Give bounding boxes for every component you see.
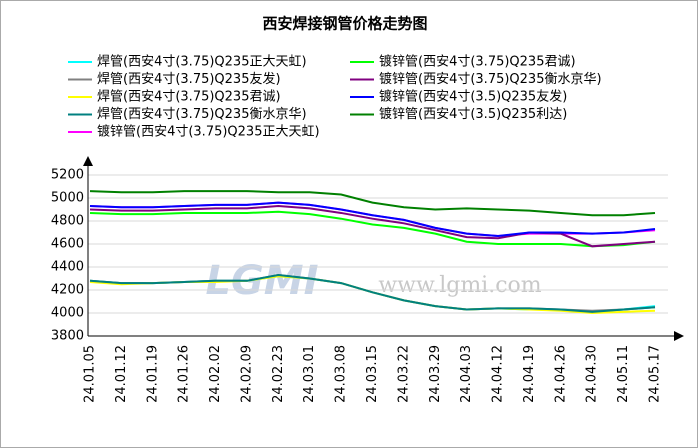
legend-label: 镀锌管(西安4寸(3.5)Q235利达) [379, 106, 567, 122]
series-line [89, 190, 656, 217]
series-line [89, 210, 656, 248]
x-tick-label: 24.01.05 [83, 345, 98, 403]
watermark-url: www.lgmi.com [378, 273, 541, 298]
y-tick-label: 4400 [51, 260, 84, 275]
legend-label: 镀锌管(西安4寸(3.75)Q235君诚) [379, 54, 576, 70]
x-tick-label: 24.05.11 [616, 345, 631, 403]
chart-title: 西安焊接钢管价格走势图 [262, 15, 427, 33]
y-tick-label: 4200 [51, 283, 84, 298]
x-tick-label: 24.03.08 [334, 345, 349, 403]
y-tick-label: 5200 [51, 168, 84, 183]
x-tick-label: 24.02.23 [271, 345, 286, 403]
x-tick-label: 24.01.26 [177, 345, 192, 403]
x-tick-label: 24.02.09 [239, 345, 254, 403]
y-tick-label: 5000 [51, 191, 84, 206]
x-tick-label: 24.03.15 [365, 345, 380, 403]
series-line [89, 205, 656, 248]
legend-label: 焊管(西安4寸(3.75)Q235君诚) [97, 89, 281, 105]
legend-label: 镀锌管(西安4寸(3.75)Q235正大天虹) [97, 124, 320, 140]
x-tick-label: 24.04.12 [491, 345, 506, 403]
legend-label: 镀锌管(西安4寸(3.5)Q235友发) [379, 89, 567, 105]
x-tick-label: 24.03.29 [428, 345, 443, 403]
legend-label: 焊管(西安4寸(3.75)Q235正大天虹) [97, 54, 307, 70]
x-tick-label: 24.04.26 [553, 345, 568, 403]
y-tick-label: 4600 [51, 237, 84, 252]
y-tick-label: 4000 [51, 306, 84, 321]
x-tick-label: 24.03.22 [396, 345, 411, 403]
x-tick-label: 24.04.30 [585, 345, 600, 403]
x-tick-label: 24.05.17 [648, 345, 663, 403]
x-axis-arrow [674, 331, 684, 341]
x-tick-label: 24.02.02 [208, 345, 223, 403]
legend-label: 焊管(西安4寸(3.75)Q235友发) [97, 71, 281, 87]
x-tick-label: 24.04.19 [522, 345, 537, 403]
legend-label: 镀锌管(西安4寸(3.75)Q235衡水京华) [379, 71, 602, 87]
series-line [89, 274, 656, 313]
series-line [89, 201, 656, 237]
y-tick-label: 3800 [51, 329, 84, 344]
legend-label: 焊管(西安4寸(3.75)Q235衡水京华) [97, 106, 307, 122]
x-tick-label: 24.01.12 [114, 345, 129, 403]
x-tick-label: 24.03.01 [302, 345, 317, 403]
x-tick-label: 24.01.19 [145, 345, 160, 403]
y-tick-label: 4800 [51, 214, 84, 229]
x-tick-label: 24.04.03 [459, 345, 474, 403]
y-axis-arrow [83, 156, 93, 166]
